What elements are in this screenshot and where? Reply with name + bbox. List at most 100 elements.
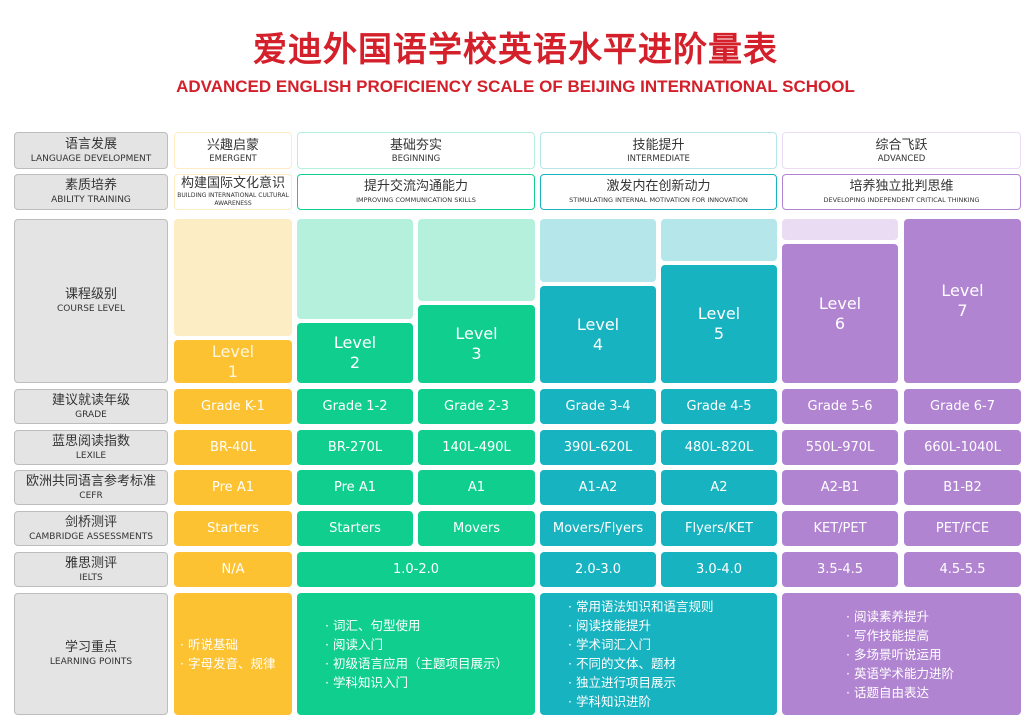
- learning-points-3: 阅读素养提升写作技能提高多场景听说运用英语学术能力进阶话题自由表达: [782, 593, 1021, 715]
- grades-cell: Grade 1-2: [297, 389, 413, 424]
- learning-points-1: 词汇、句型使用阅读入门初级语言应用（主题项目展示）学科知识入门: [297, 593, 535, 715]
- ability-training-3: 培养独立批判思维 DEVELOPING INDEPENDENT CRITICAL …: [782, 174, 1021, 210]
- level-word: Level: [818, 293, 862, 313]
- row-label: 剑桥测评 CAMBRIDGE ASSESSMENTS: [14, 511, 168, 546]
- stage-en: ADVANCED: [877, 153, 926, 164]
- grades-cell: Grade 4-5: [661, 389, 777, 424]
- cefr-cell: A2-B1: [782, 470, 898, 505]
- cambridge-cell: PET/FCE: [904, 511, 1021, 546]
- level-number: 3: [471, 344, 482, 363]
- page-title: 爱迪外国语学校英语水平进阶量表: [253, 30, 778, 70]
- row-label-zh: 素质培养: [64, 178, 117, 193]
- ielts-cell: 4.5-5.5: [904, 552, 1021, 587]
- row-label-en: IELTS: [79, 572, 103, 583]
- learning-point: 独立进行项目展示: [568, 673, 676, 692]
- lexile-cell: 480L-820L: [661, 430, 777, 465]
- learning-point: 学术词汇入门: [568, 635, 651, 654]
- ability-en: STIMULATING INTERNAL MOTIVATION FOR INNO…: [569, 196, 748, 204]
- cefr-cell: A1-A2: [540, 470, 656, 505]
- lexile-cell: 390L-620L: [540, 430, 656, 465]
- ability-zh: 培养独立批判思维: [849, 179, 954, 194]
- row-label: 课程级别 COURSE LEVEL: [14, 219, 168, 383]
- level-number: 5: [713, 324, 725, 343]
- learning-point: 词汇、句型使用: [325, 616, 421, 635]
- learning-point: 学科知识进阶: [568, 692, 651, 711]
- level-6-block[interactable]: Level 6: [782, 244, 898, 383]
- level-background: [661, 219, 777, 261]
- learning-point: 阅读技能提升: [568, 616, 651, 635]
- cambridge-cell: Movers/Flyers: [540, 511, 656, 546]
- ielts-cell: 3.5-4.5: [782, 552, 898, 587]
- level-number: 2: [349, 353, 361, 372]
- level-word: Level: [211, 341, 255, 361]
- ability-zh: 构建国际文化意识: [180, 176, 285, 191]
- level-2-block[interactable]: Level 2: [297, 323, 413, 383]
- row-label-en: LEARNING POINTS: [49, 657, 133, 667]
- ability-en: BUILDING INTERNATIONAL CULTURAL AWARENES…: [177, 192, 289, 207]
- cambridge-cell: Starters: [174, 511, 292, 546]
- lexile-cell: 140L-490L: [418, 430, 535, 465]
- cefr-cell: Pre A1: [297, 470, 413, 505]
- row-label-zh: 课程级别: [64, 287, 117, 302]
- ability-en: DEVELOPING INDEPENDENT CRITICAL THINKING: [823, 196, 980, 204]
- grades-cell: Grade K-1: [174, 389, 292, 424]
- row-label-zh: 欧洲共同语言参考标准: [25, 473, 156, 489]
- level-word: Level: [455, 324, 498, 343]
- cambridge-cell: Starters: [297, 511, 413, 546]
- cefr-cell: A1: [418, 470, 535, 505]
- learning-point: 初级语言应用（主题项目展示）: [325, 654, 508, 673]
- row-label: 欧洲共同语言参考标准 CEFR: [14, 470, 168, 505]
- stage-intermediate: 技能提升 INTERMEDIATE: [540, 132, 777, 169]
- row-label: 建议就读年级 GRADE: [14, 389, 168, 424]
- level-word: Level: [941, 281, 984, 300]
- learning-points-0: 听说基础字母发音、规律: [174, 593, 292, 715]
- level-word: Level: [697, 304, 741, 323]
- lexile-cell: BR-40L: [174, 430, 292, 465]
- lexile-cell: 660L-1040L: [904, 430, 1021, 465]
- ielts-cell: N/A: [174, 552, 292, 587]
- level-number: 1: [227, 361, 239, 381]
- page-subtitle: ADVANCED ENGLISH PROFICIENCY SCALE OF BE…: [176, 77, 855, 96]
- learning-point: 阅读入门: [325, 635, 383, 654]
- row-label-zh: 建议就读年级: [51, 392, 130, 408]
- level-background: [174, 219, 292, 336]
- grades-cell: Grade 3-4: [540, 389, 656, 424]
- level-background: [782, 219, 898, 240]
- ability-zh: 激发内在创新动力: [606, 179, 711, 194]
- level-7-block[interactable]: Level 7: [904, 219, 1021, 383]
- learning-point: 话题自由表达: [846, 683, 929, 702]
- learning-point: 英语学术能力进阶: [846, 664, 954, 683]
- row-label-en: GRADE: [75, 409, 107, 420]
- row-label-en: LEXILE: [75, 450, 107, 461]
- row-label-en: CAMBRIDGE ASSESSMENTS: [29, 531, 153, 542]
- row-label: 素质培养 ABILITY TRAINING: [14, 174, 168, 210]
- level-5-block[interactable]: Level 5: [661, 265, 777, 383]
- cambridge-cell: Movers: [418, 511, 535, 546]
- level-number: 6: [834, 313, 846, 333]
- level-3-block[interactable]: Level 3: [418, 305, 535, 383]
- ability-zh: 提升交流沟通能力: [363, 179, 468, 194]
- ielts-cell: 1.0-2.0: [297, 552, 535, 587]
- cambridge-cell: KET/PET: [782, 511, 898, 546]
- ielts-cell: 3.0-4.0: [661, 552, 777, 587]
- ability-training-0: 构建国际文化意识 BUILDING INTERNATIONAL CULTURAL …: [174, 174, 292, 210]
- level-background: [540, 219, 656, 282]
- stage-zh: 兴趣启蒙: [206, 137, 259, 153]
- row-label-en: ABILITY TRAINING: [51, 195, 131, 205]
- level-1-block[interactable]: Level 1: [174, 340, 292, 383]
- level-number: 7: [957, 301, 968, 320]
- ability-training-2: 激发内在创新动力 STIMULATING INTERNAL MOTIVATION …: [540, 174, 777, 210]
- learning-point: 学科知识入门: [325, 673, 408, 692]
- row-label-zh: 雅思测评: [64, 555, 117, 571]
- learning-point: 听说基础: [180, 635, 238, 654]
- level-4-block[interactable]: Level 4: [540, 286, 656, 383]
- ability-en: IMPROVING COMMUNICATION SKILLS: [356, 196, 476, 204]
- cefr-cell: B1-B2: [904, 470, 1021, 505]
- stage-advanced: 综合飞跃 ADVANCED: [782, 132, 1021, 169]
- stage-beginning: 基础夯实 BEGINNING: [297, 132, 535, 169]
- grades-cell: Grade 5-6: [782, 389, 898, 424]
- lexile-cell: 550L-970L: [782, 430, 898, 465]
- lexile-cell: BR-270L: [297, 430, 413, 465]
- grades-cell: Grade 6-7: [904, 389, 1021, 424]
- stage-en: BEGINNING: [391, 153, 441, 164]
